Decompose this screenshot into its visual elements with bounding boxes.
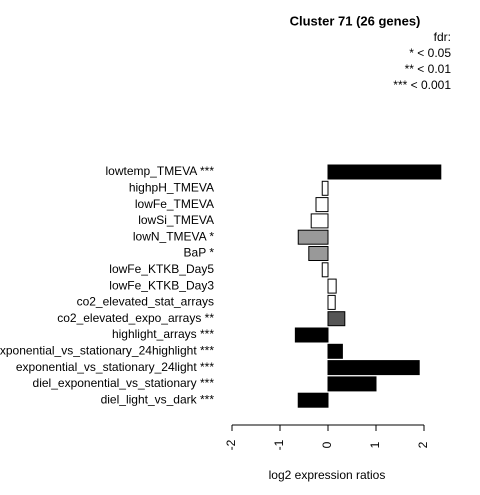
x-axis-label: log2 expression ratios <box>269 468 386 482</box>
y-tick-label: diel_light_vs_dark *** <box>101 392 215 406</box>
bar <box>327 278 337 294</box>
bar <box>297 229 329 245</box>
bar <box>321 180 329 196</box>
y-tick-label: lowSi_TMEVA <box>138 213 214 227</box>
bar <box>294 327 329 343</box>
y-tick-label: diel_exponential_vs_stationary *** <box>33 376 215 390</box>
bar <box>308 246 329 261</box>
bar <box>327 360 420 376</box>
bar <box>315 197 329 213</box>
y-tick-label: highpH_TMEVA <box>129 180 214 194</box>
y-tick-label: lowFe_TMEVA <box>135 197 214 211</box>
y-tick-label: exponential_vs_stationary_24highlight **… <box>0 343 214 357</box>
x-tick-label: -1 <box>272 439 286 450</box>
bar <box>327 311 346 327</box>
bar <box>327 343 343 359</box>
y-tick-label: highlight_arrays *** <box>112 327 214 341</box>
bar <box>321 262 329 278</box>
y-tick-label: BaP * <box>184 246 215 260</box>
legend-title: fdr: <box>434 30 451 44</box>
y-tick-label: lowtemp_TMEVA *** <box>106 164 215 178</box>
y-tick-label: co2_elevated_expo_arrays ** <box>57 311 214 325</box>
x-tick-label: 2 <box>416 441 430 448</box>
legend-item: ** < 0.01 <box>405 62 452 76</box>
x-tick-label: 1 <box>368 441 382 448</box>
y-tick-label: lowFe_KTKB_Day5 <box>109 262 214 276</box>
x-tick-label: -2 <box>224 439 238 450</box>
y-tick-label: co2_elevated_stat_arrays <box>77 295 214 309</box>
bar <box>310 213 329 229</box>
bar <box>327 164 442 180</box>
bar <box>297 392 329 408</box>
bar <box>327 294 336 310</box>
chart-title: Cluster 71 (26 genes) <box>290 13 421 28</box>
x-tick-label: 0 <box>320 441 334 448</box>
y-tick-label: lowN_TMEVA * <box>133 229 214 243</box>
y-tick-label: exponential_vs_stationary_24light *** <box>16 360 214 374</box>
bar <box>327 376 377 392</box>
legend-item: *** < 0.001 <box>393 78 451 92</box>
y-tick-label: lowFe_KTKB_Day3 <box>109 278 214 292</box>
legend-item: * < 0.05 <box>409 46 451 60</box>
